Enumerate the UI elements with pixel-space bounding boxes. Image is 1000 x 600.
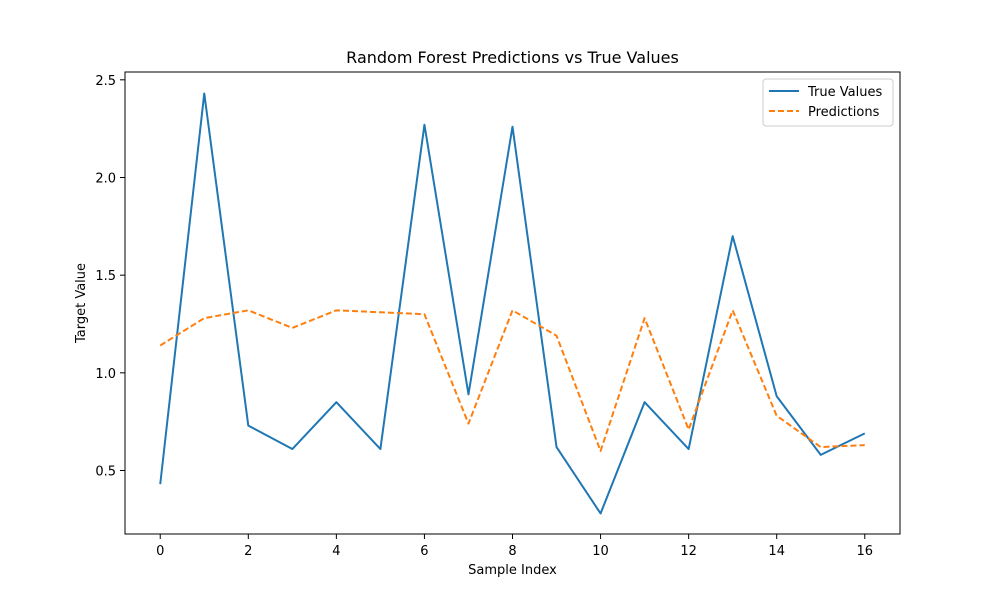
y-tick-label: 1.5: [95, 269, 116, 284]
legend-label-true-values: True Values: [807, 85, 882, 100]
y-axis-label: Target Value: [74, 263, 89, 344]
series-line-predictions: [159, 309, 865, 452]
legend: True Values Predictions: [762, 78, 894, 127]
x-tick-label: 4: [332, 544, 340, 559]
x-tick-label: 14: [768, 544, 785, 559]
y-tick-label: 2.0: [95, 171, 116, 186]
series-line-true-values: [159, 92, 866, 515]
x-tick-label: 10: [592, 544, 609, 559]
y-tick-label: 2.5: [95, 74, 116, 89]
plot-frame: [124, 71, 901, 535]
legend-label-predictions: Predictions: [808, 105, 880, 120]
y-tick-label: 1.0: [95, 367, 116, 382]
y-tick-label: 0.5: [95, 465, 116, 480]
x-tick-label: 2: [244, 544, 252, 559]
x-tick-label: 0: [156, 544, 164, 559]
chart-title: Random Forest Predictions vs True Values: [346, 48, 679, 67]
x-axis: 0 2 4 6 8 10 12 14 16: [156, 534, 873, 559]
x-tick-label: 12: [680, 544, 697, 559]
plot-area: [159, 92, 866, 515]
y-axis: 0.5 1.0 1.5 2.0 2.5: [95, 74, 125, 480]
x-tick-label: 8: [508, 544, 516, 559]
x-tick-label: 6: [420, 544, 428, 559]
x-tick-label: 16: [856, 544, 873, 559]
x-axis-label: Sample Index: [468, 563, 557, 578]
